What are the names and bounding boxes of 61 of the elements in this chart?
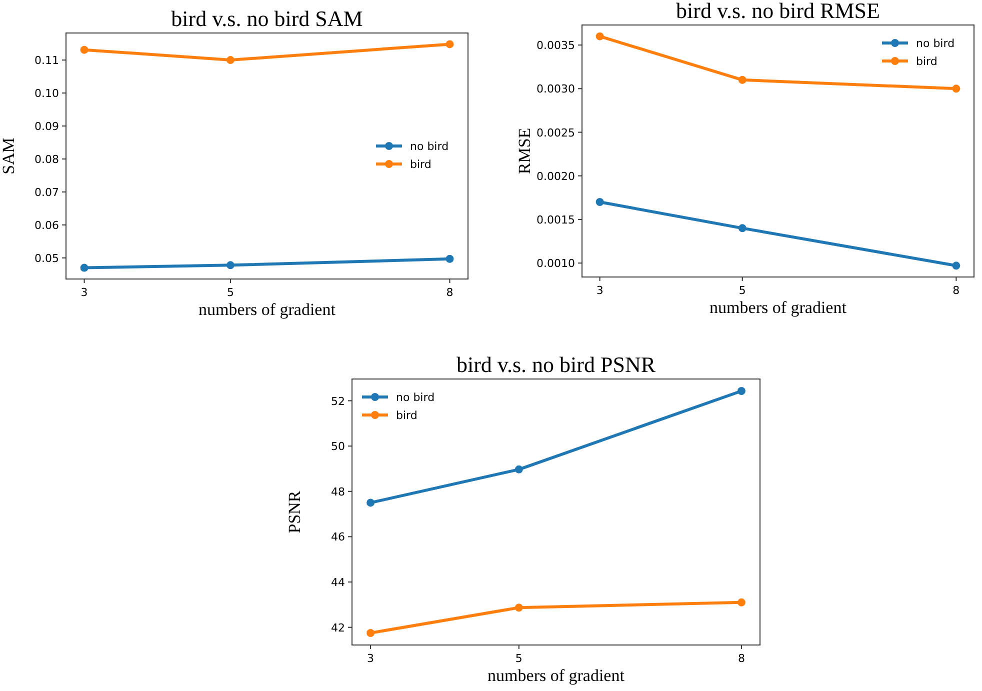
chart-title: bird v.s. no bird SAM bbox=[171, 6, 363, 31]
chart-title: bird v.s. no bird PSNR bbox=[456, 352, 656, 377]
chart-title: bird v.s. no bird RMSE bbox=[676, 0, 880, 23]
legend-label: bird bbox=[396, 409, 418, 422]
y-tick-label: 52 bbox=[331, 394, 345, 408]
x-tick-label: 8 bbox=[738, 652, 745, 665]
point bbox=[80, 46, 88, 54]
point bbox=[737, 598, 746, 606]
point bbox=[738, 76, 746, 84]
y-tick-label: 0.0030 bbox=[536, 82, 575, 96]
point bbox=[446, 254, 454, 263]
point bbox=[366, 498, 375, 507]
y-tick-label: 0.0035 bbox=[536, 39, 575, 52]
y-tick-label: 0.06 bbox=[34, 218, 59, 232]
legend-label: bird bbox=[916, 55, 938, 68]
y-tick-label: 0.09 bbox=[34, 120, 59, 133]
point bbox=[226, 56, 234, 64]
y-tick-label: 0.08 bbox=[34, 152, 59, 166]
point bbox=[952, 84, 960, 93]
point bbox=[80, 264, 88, 272]
x-tick-label: 8 bbox=[952, 284, 960, 297]
point bbox=[514, 604, 523, 612]
legend-label: no bird bbox=[410, 140, 449, 153]
x-tick-label: 8 bbox=[446, 286, 454, 299]
legend-label: no bird bbox=[396, 391, 435, 404]
y-tick-label: 0.05 bbox=[34, 252, 59, 265]
x-axis-title: numbers of gradient bbox=[198, 300, 336, 319]
x-tick-label: 3 bbox=[80, 286, 88, 299]
x-tick-label: 3 bbox=[596, 284, 604, 297]
y-tick-label: 0.0025 bbox=[536, 126, 575, 140]
y-tick-label: 42 bbox=[331, 621, 345, 634]
x-axis-title: numbers of gradient bbox=[710, 298, 847, 317]
x-tick-label: 5 bbox=[226, 286, 234, 299]
legend-label: bird bbox=[410, 158, 432, 171]
point bbox=[737, 387, 746, 396]
point bbox=[446, 40, 454, 48]
y-tick-label: 0.10 bbox=[34, 87, 59, 100]
point bbox=[514, 465, 523, 474]
y-tick-label: 0.0020 bbox=[536, 170, 575, 183]
y-axis-title: SAM bbox=[0, 138, 18, 174]
y-tick-label: 0.0010 bbox=[536, 257, 575, 270]
point bbox=[596, 198, 604, 206]
x-tick-label: 3 bbox=[367, 652, 374, 665]
y-tick-label: 48 bbox=[331, 485, 345, 498]
point bbox=[596, 32, 604, 40]
x-tick-label: 5 bbox=[515, 652, 522, 665]
y-tick-label: 46 bbox=[331, 530, 345, 544]
point bbox=[226, 261, 234, 270]
x-tick-label: 5 bbox=[738, 284, 746, 297]
y-tick-label: 0.11 bbox=[34, 54, 59, 68]
y-axis-title: RMSE bbox=[515, 128, 534, 174]
point bbox=[738, 224, 746, 232]
point bbox=[952, 262, 960, 270]
y-tick-label: 50 bbox=[331, 440, 345, 454]
y-tick-label: 0.0015 bbox=[536, 213, 575, 226]
legend-label: no bird bbox=[916, 37, 955, 50]
point bbox=[366, 628, 375, 637]
y-axis-title: PSNR bbox=[285, 490, 304, 534]
y-tick-label: 44 bbox=[331, 576, 345, 590]
x-axis-title: numbers of gradient bbox=[488, 666, 625, 685]
y-tick-label: 0.07 bbox=[34, 186, 59, 199]
